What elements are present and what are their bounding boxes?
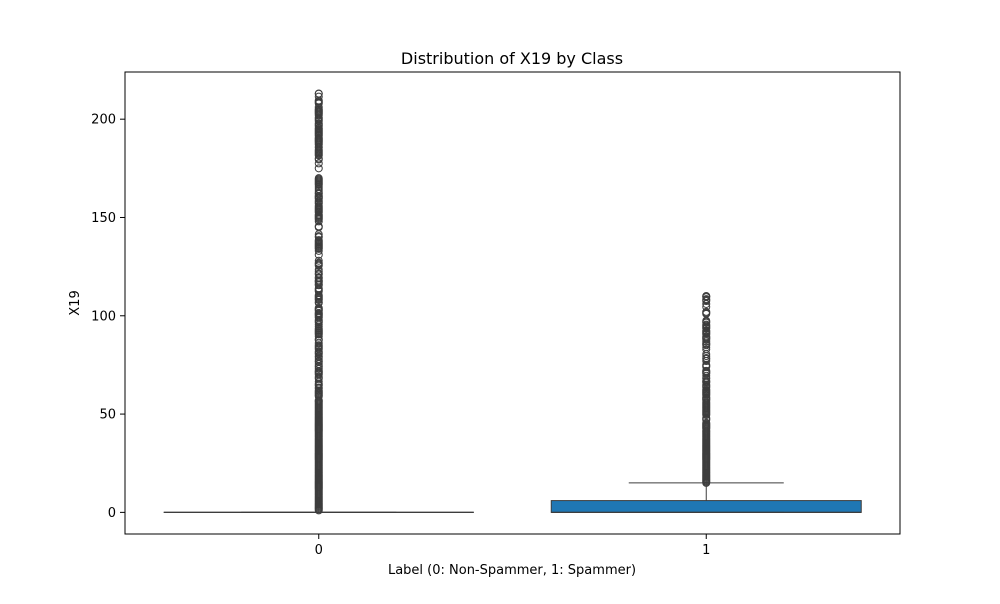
axes-frame — [124, 71, 901, 535]
outlier-point — [314, 232, 323, 241]
y-tick-label: 50 — [99, 408, 116, 423]
x-tick-label: 1 — [702, 543, 710, 558]
outlier-point — [314, 119, 323, 128]
outlier-point — [314, 372, 323, 381]
y-tick-label: 0 — [108, 506, 116, 521]
outliers-1 — [702, 292, 711, 487]
chart-title: Distribution of X19 by Class — [401, 49, 623, 68]
outlier-point — [702, 307, 711, 316]
outlier-point — [314, 89, 323, 98]
outlier-point — [314, 383, 323, 392]
outlier-point — [314, 159, 323, 168]
outlier-point — [314, 308, 323, 317]
outlier-point — [702, 292, 711, 301]
outlier-point — [702, 354, 711, 363]
plot-area: 0 50 100 150 200 0 1 — [91, 71, 901, 558]
outlier-point — [314, 174, 323, 183]
x-axis-label: Label (0: Non-Spammer, 1: Spammer) — [388, 563, 636, 578]
outlier-point — [702, 332, 711, 341]
outlier-point — [702, 371, 711, 380]
outlier-point — [314, 258, 323, 267]
outlier-point — [314, 188, 323, 197]
box-group-0 — [163, 89, 474, 515]
outlier-point — [702, 418, 711, 427]
outlier-point — [314, 236, 323, 245]
outlier-point — [702, 326, 711, 335]
outlier-point — [702, 343, 711, 352]
outlier-point — [314, 92, 323, 101]
outlier-point — [314, 303, 323, 312]
x-tick-label: 0 — [315, 543, 323, 558]
outlier-point — [314, 273, 323, 282]
outlier-point — [702, 295, 711, 304]
outliers-0 — [314, 89, 323, 515]
outlier-point — [314, 164, 323, 173]
outlier-point — [702, 320, 711, 329]
y-tick-label: 150 — [91, 211, 116, 226]
box-iqr — [550, 500, 862, 513]
y-tick-label: 100 — [91, 309, 116, 324]
y-axis-label: X19 — [68, 290, 83, 315]
outlier-point — [314, 341, 323, 350]
outlier-point — [702, 366, 711, 375]
y-tick-label: 200 — [91, 113, 116, 128]
outlier-point — [702, 345, 711, 354]
outlier-point — [314, 256, 323, 265]
box-group-1 — [550, 292, 862, 513]
outlier-point — [314, 347, 323, 356]
outlier-point — [314, 269, 323, 278]
